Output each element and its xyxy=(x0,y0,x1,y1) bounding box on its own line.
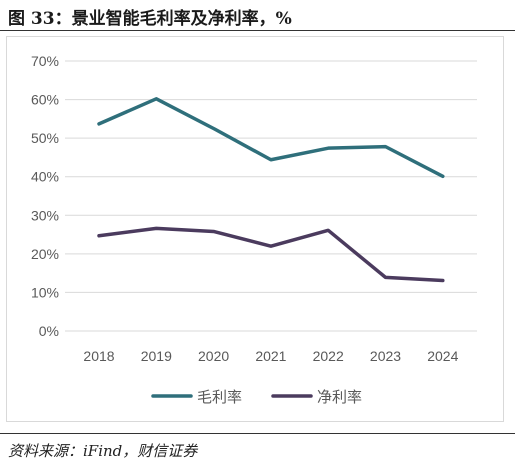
y-tick-label: 30% xyxy=(31,207,59,223)
legend-label: 毛利率 xyxy=(197,388,242,406)
series-line-2 xyxy=(97,226,445,283)
title-rule xyxy=(0,30,515,31)
y-tick-label: 70% xyxy=(31,53,59,69)
figure-title: 图 33：景业智能毛利率及净利率，% xyxy=(8,9,292,29)
source-rule xyxy=(0,433,515,434)
chart-frame: 0% 10% 20% 30% 40% 50% 60% 70% 2018 2019 2020 2021 2… xyxy=(6,36,504,422)
x-tick-label: 2018 xyxy=(83,348,114,364)
y-tick-label: 40% xyxy=(31,169,59,185)
y-tick-label: 10% xyxy=(31,284,59,300)
series-line-1 xyxy=(97,97,445,179)
y-tick-label: 20% xyxy=(31,246,59,262)
x-tick-label: 2023 xyxy=(370,348,401,364)
line-chart: 0% 10% 20% 30% 40% 50% 60% 70% 2018 2019 2020 2021 2… xyxy=(31,53,477,406)
x-tick-label: 2021 xyxy=(255,348,286,364)
x-tick-label: 2024 xyxy=(427,348,458,364)
x-tick-label: 2022 xyxy=(313,348,344,364)
y-tick-label: 50% xyxy=(31,130,59,146)
x-tick-label: 2019 xyxy=(141,348,172,364)
y-tick-label: 60% xyxy=(31,92,59,108)
source-note: 资料来源：iFind，财信证券 xyxy=(8,442,198,460)
y-tick-label: 0% xyxy=(39,323,59,339)
x-tick-label: 2020 xyxy=(198,348,229,364)
legend-label: 净利率 xyxy=(317,388,362,406)
